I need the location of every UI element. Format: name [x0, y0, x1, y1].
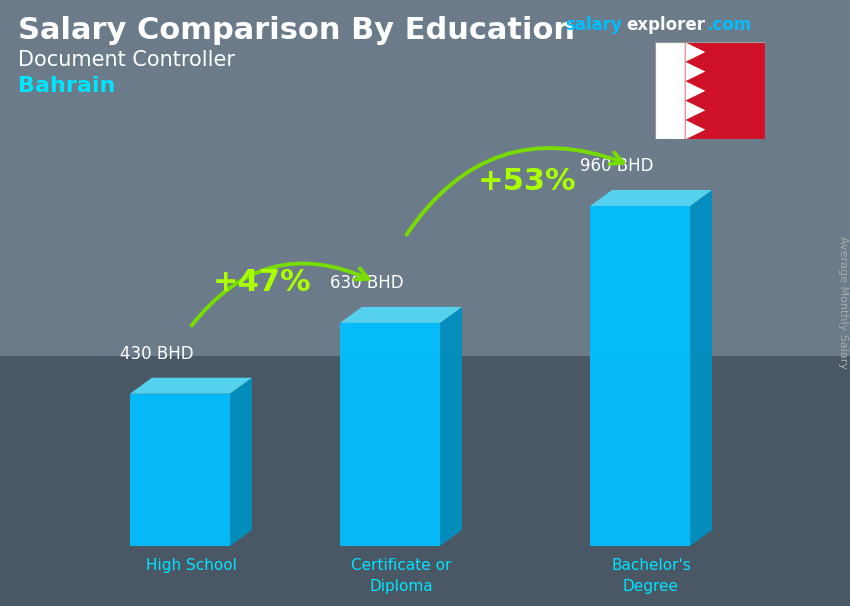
- Polygon shape: [685, 62, 706, 81]
- Text: Document Controller: Document Controller: [18, 50, 235, 70]
- Polygon shape: [130, 394, 230, 546]
- Text: 430 BHD: 430 BHD: [120, 345, 194, 363]
- Text: High School: High School: [145, 558, 236, 573]
- Text: .com: .com: [706, 16, 751, 34]
- Text: Bachelor's
Degree: Bachelor's Degree: [611, 558, 691, 594]
- Bar: [685, 42, 765, 139]
- Text: 960 BHD: 960 BHD: [580, 157, 654, 175]
- Polygon shape: [230, 378, 252, 546]
- FancyArrowPatch shape: [406, 148, 623, 235]
- Text: Salary Comparison By Education: Salary Comparison By Education: [18, 16, 575, 45]
- Polygon shape: [685, 42, 706, 62]
- Text: 630 BHD: 630 BHD: [330, 274, 404, 292]
- Text: explorer: explorer: [626, 16, 705, 34]
- Polygon shape: [590, 190, 712, 206]
- Text: Average Monthly Salary: Average Monthly Salary: [838, 236, 848, 370]
- FancyArrowPatch shape: [192, 264, 369, 325]
- Polygon shape: [685, 120, 706, 139]
- Text: +53%: +53%: [479, 167, 577, 196]
- Polygon shape: [685, 81, 706, 101]
- Bar: [654, 42, 685, 139]
- Text: Bahrain: Bahrain: [18, 76, 116, 96]
- FancyBboxPatch shape: [0, 356, 850, 606]
- Text: salary: salary: [565, 16, 622, 34]
- Polygon shape: [340, 323, 440, 546]
- Text: +47%: +47%: [213, 268, 312, 297]
- Polygon shape: [440, 307, 462, 546]
- Text: Certificate or
Diploma: Certificate or Diploma: [351, 558, 451, 594]
- Polygon shape: [685, 101, 706, 120]
- Polygon shape: [130, 378, 252, 394]
- Polygon shape: [690, 190, 712, 546]
- Polygon shape: [590, 206, 690, 546]
- Polygon shape: [340, 307, 462, 323]
